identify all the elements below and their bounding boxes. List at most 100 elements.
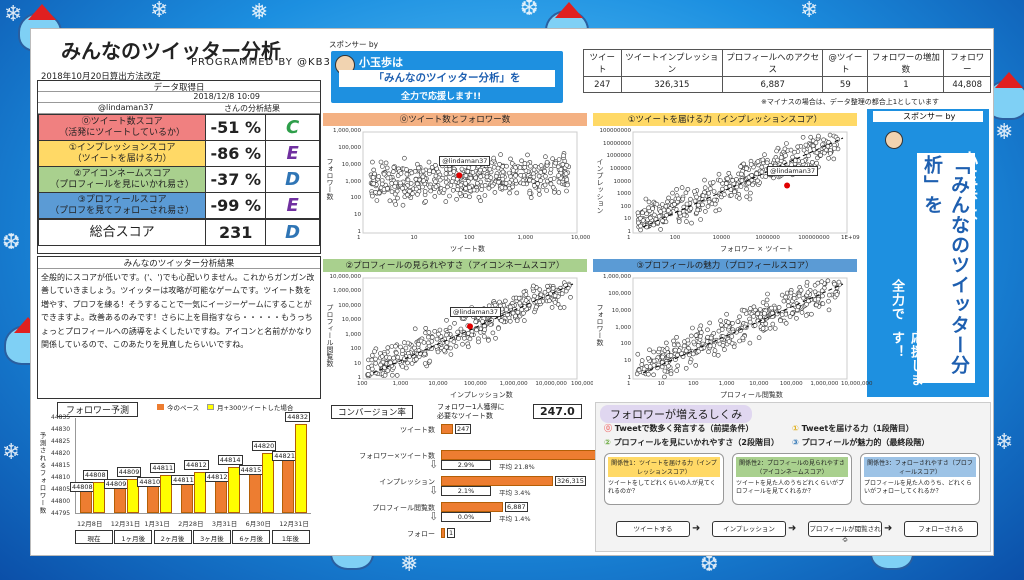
data-point [458, 182, 464, 188]
data-point [716, 171, 722, 177]
data-point [543, 154, 548, 160]
conversion-bar [441, 528, 445, 538]
data-point [726, 339, 732, 344]
forecast-plot: 44808 44808 44809 44809 44810 44811 44811 44812… [70, 412, 311, 514]
data-point [644, 211, 649, 217]
data-point [814, 302, 819, 308]
data-point [522, 161, 528, 166]
data-point [685, 337, 691, 343]
data-point [765, 291, 770, 297]
data-point [538, 292, 544, 298]
data-point [751, 304, 757, 310]
data-point [663, 203, 669, 209]
data-point [646, 205, 651, 211]
data-point [706, 349, 711, 355]
data-point [814, 160, 819, 166]
data-point [381, 171, 387, 177]
data-point [542, 168, 547, 174]
data-point [779, 155, 784, 160]
data-point [463, 173, 469, 179]
data-point [810, 159, 815, 165]
data-point [746, 180, 751, 186]
data-point [754, 171, 759, 176]
data-point [423, 325, 428, 331]
legend-swatch-plus300 [207, 404, 214, 410]
data-point [804, 279, 810, 285]
forecast-ylabel: 予測されるフォロワー数 [38, 432, 46, 515]
x-axis-label: プロフィール閲覧数 [720, 391, 783, 399]
step-heading: 関係性1：ツイートを届ける力（インプレッションスコア） [608, 457, 720, 477]
conversion-row-label: ツイート数 [400, 426, 435, 434]
data-point [450, 188, 456, 193]
mechanism-step: 関係性1：ツイートを届ける力（インプレッションスコア） ツイートをしてどれくらいの… [604, 453, 724, 505]
data-point [825, 143, 831, 149]
data-point [542, 289, 548, 295]
x-tick-label: 100,000,000 [571, 381, 606, 387]
data-point [454, 197, 459, 202]
data-point [684, 201, 690, 207]
data-point [523, 298, 529, 303]
data-point [391, 169, 396, 175]
analysis-text: 全般的にスコアが低いです。('、')でも心配いりません。これからガンガン改善して… [41, 273, 315, 350]
data-point [640, 210, 645, 216]
data-point [741, 161, 746, 167]
data-point [493, 173, 499, 179]
data-point [391, 355, 396, 361]
data-point [517, 300, 523, 306]
data-point [444, 317, 449, 323]
data-point [538, 170, 543, 175]
score-value: -99 % [205, 192, 267, 219]
data-point [548, 166, 554, 172]
data-point [398, 344, 403, 350]
data-point [475, 180, 480, 186]
data-point [402, 155, 407, 161]
data-point [689, 220, 694, 226]
x-tick-label: 10 [410, 235, 418, 241]
data-point [444, 332, 449, 338]
data-point [538, 163, 544, 168]
data-point [400, 185, 405, 191]
x-tick-label: 1 [357, 235, 361, 241]
stats-value-cell: 247 [583, 76, 622, 93]
data-point [737, 196, 742, 201]
x-axis-label: ツイート数 [450, 245, 485, 253]
data-point [694, 194, 699, 200]
data-point [513, 313, 518, 319]
data-point [510, 310, 516, 316]
data-point [744, 194, 749, 200]
y-tick-label: 44835 [51, 414, 71, 421]
data-point [674, 187, 679, 192]
data-point [811, 147, 817, 152]
data-point [676, 219, 682, 224]
y-axis-label: フォロワー数 [326, 158, 334, 200]
data-point [672, 202, 677, 207]
conversion-row-label: フォロー [407, 530, 435, 538]
user-point [456, 172, 463, 179]
conversion-row-label: インプレッション [379, 478, 435, 486]
data-point [764, 302, 769, 308]
score-label: ①インプレッションスコア （ツイートを届ける力） [37, 140, 207, 167]
data-point [683, 190, 689, 196]
sponsor-vertical-banner[interactable]: スポンサー by 小玉歩は 「みんなのツイッター分析」を 全力で 応援します！ [867, 109, 989, 397]
data-point [697, 326, 702, 332]
score-label-sub: （プロフィールを見にいかれ易さ） [50, 179, 195, 190]
data-point [664, 213, 669, 218]
y-tick-label: 100000 [610, 165, 631, 172]
forecast-bar [160, 474, 173, 513]
chart-title: ③プロフィールの魅力（プロフィールスコア） [593, 259, 857, 272]
data-point [486, 338, 491, 343]
score-row: ①インプレッションスコア （ツイートを届ける力） -86 % E [37, 140, 320, 167]
sponsor-banner[interactable]: 小玉歩は 「みんなのツイッター分析」を 全力で応援します!! [331, 51, 563, 103]
data-point [803, 142, 809, 148]
data-point [744, 166, 749, 171]
stats-note: ※マイナスの場合は、データ整理の都合上1としています [761, 98, 939, 106]
data-point [421, 178, 426, 184]
chart-title: ①ツイートを届ける力（インプレッションスコア） [593, 113, 857, 126]
data-point [758, 314, 763, 320]
snowflake-icon: ❄ [995, 430, 1014, 455]
data-point [490, 330, 496, 336]
data-point [716, 328, 722, 334]
data-point [755, 178, 760, 184]
y-tick-label: 44795 [51, 510, 71, 517]
data-point [762, 311, 767, 316]
